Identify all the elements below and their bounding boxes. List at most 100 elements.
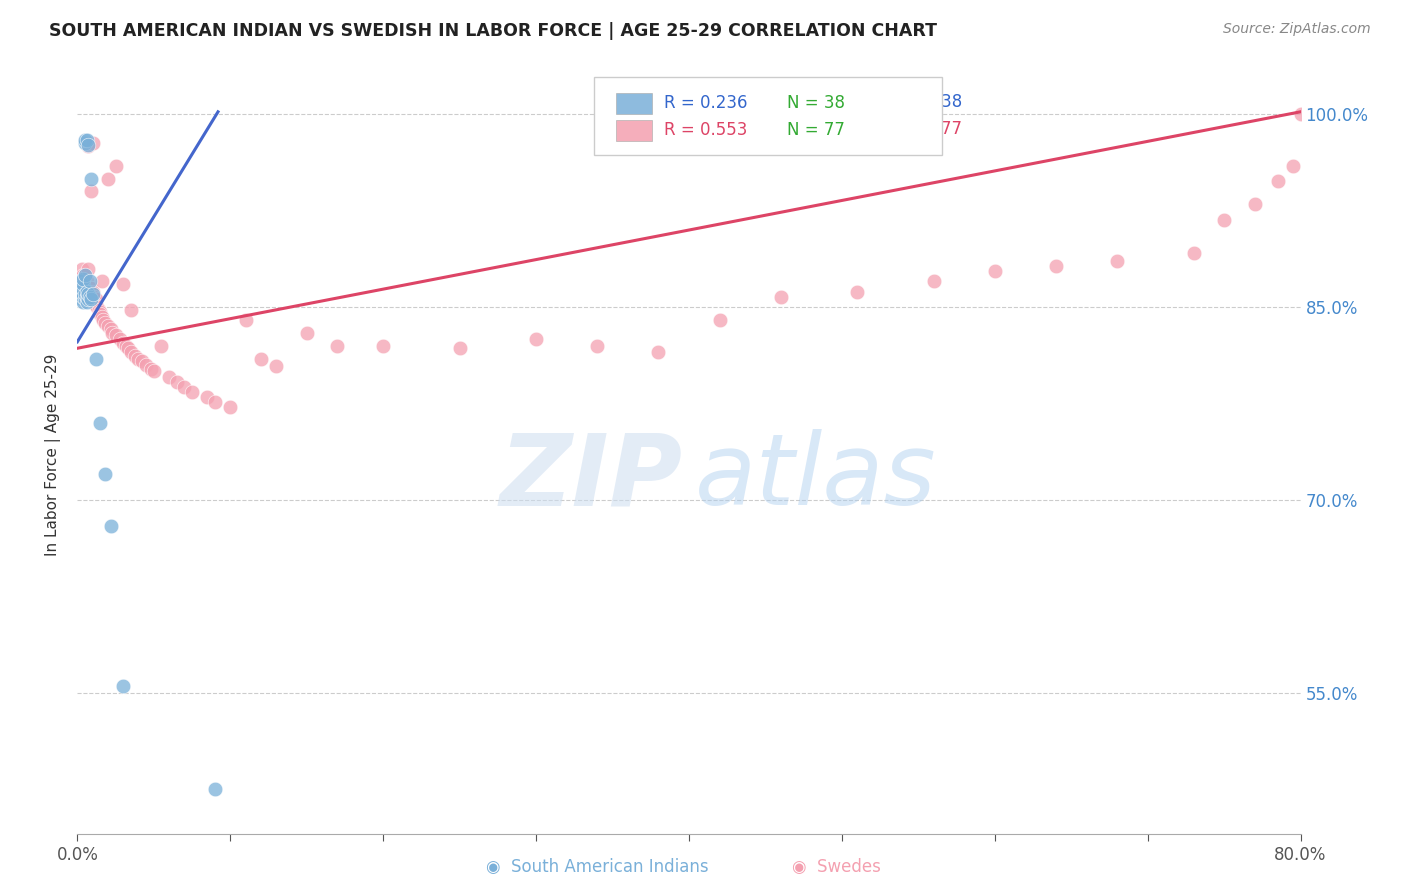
Point [77, 293, 100, 307]
Point [1045, 259, 1067, 273]
Point [80, 185, 103, 199]
Point [647, 345, 669, 359]
Point [115, 339, 138, 353]
Text: R = 0.236   N = 38: R = 0.236 N = 38 [806, 94, 962, 112]
Text: N = 38: N = 38 [787, 95, 845, 112]
Point [76, 133, 98, 147]
Point [984, 264, 1007, 278]
Point [77, 261, 100, 276]
Point [69, 275, 91, 289]
Point [922, 275, 945, 289]
Point [1213, 212, 1236, 227]
Point [204, 395, 226, 409]
FancyBboxPatch shape [616, 120, 652, 141]
Point [769, 290, 792, 304]
Point [72, 287, 94, 301]
Point [139, 361, 162, 376]
Point [72, 290, 94, 304]
Text: R = 0.553: R = 0.553 [665, 121, 748, 139]
Text: ◉  South American Indians: ◉ South American Indians [486, 858, 709, 876]
Point [709, 313, 731, 327]
Point [70, 293, 93, 307]
Point [91, 313, 114, 327]
Point [90, 310, 112, 325]
Point [72, 268, 94, 282]
FancyBboxPatch shape [616, 93, 652, 113]
Point [72, 277, 94, 291]
Point [86, 300, 108, 314]
Point [1243, 197, 1265, 211]
Point [89, 416, 111, 430]
Point [80, 171, 103, 186]
Point [204, 782, 226, 797]
Point [69, 285, 91, 299]
Point [70, 290, 93, 304]
Point [142, 364, 165, 378]
Point [295, 326, 318, 340]
Point [173, 380, 195, 394]
Text: atlas: atlas [695, 429, 936, 526]
Point [89, 305, 111, 319]
Point [112, 679, 135, 693]
Point [120, 345, 142, 359]
Point [84, 351, 107, 366]
Point [135, 358, 157, 372]
Point [72, 272, 94, 286]
Point [76, 287, 98, 301]
Point [77, 138, 100, 153]
Point [70, 279, 93, 293]
Point [77, 287, 100, 301]
Point [181, 384, 204, 399]
Point [87, 302, 110, 317]
Point [73, 136, 96, 150]
Point [117, 341, 139, 355]
Point [586, 339, 609, 353]
Point [1289, 107, 1312, 121]
Point [120, 302, 142, 317]
Point [84, 297, 107, 311]
Point [77, 139, 100, 153]
Point [112, 336, 135, 351]
Point [1282, 159, 1305, 173]
Point [76, 275, 98, 289]
Text: R = 0.236: R = 0.236 [665, 95, 748, 112]
Point [264, 359, 287, 374]
Point [79, 275, 101, 289]
Point [371, 339, 394, 353]
Y-axis label: In Labor Force | Age 25-29: In Labor Force | Age 25-29 [45, 354, 62, 556]
Point [104, 159, 127, 173]
Point [80, 293, 103, 307]
Point [250, 351, 273, 366]
Point [72, 282, 94, 296]
Point [67, 285, 90, 299]
Point [1267, 174, 1289, 188]
Point [73, 293, 96, 307]
Point [76, 295, 98, 310]
Point [94, 316, 117, 330]
Point [131, 354, 153, 368]
Point [150, 339, 173, 353]
Point [157, 369, 180, 384]
Point [79, 287, 101, 301]
Point [67, 282, 90, 296]
Point [82, 285, 104, 299]
Point [73, 133, 96, 147]
Point [70, 261, 93, 276]
Point [108, 332, 131, 346]
Point [166, 375, 188, 389]
Text: R = 0.553   N = 77: R = 0.553 N = 77 [806, 120, 962, 138]
Point [70, 285, 93, 299]
Text: ◉  Swedes: ◉ Swedes [792, 858, 882, 876]
Text: N = 77: N = 77 [787, 121, 845, 139]
Text: ZIP: ZIP [499, 429, 683, 526]
Point [72, 275, 94, 289]
Point [1182, 246, 1205, 260]
Point [100, 518, 122, 533]
Point [82, 290, 104, 304]
Point [83, 290, 105, 304]
Point [124, 349, 146, 363]
Point [76, 285, 98, 299]
Point [101, 326, 124, 340]
Point [79, 281, 101, 295]
Point [846, 285, 869, 299]
